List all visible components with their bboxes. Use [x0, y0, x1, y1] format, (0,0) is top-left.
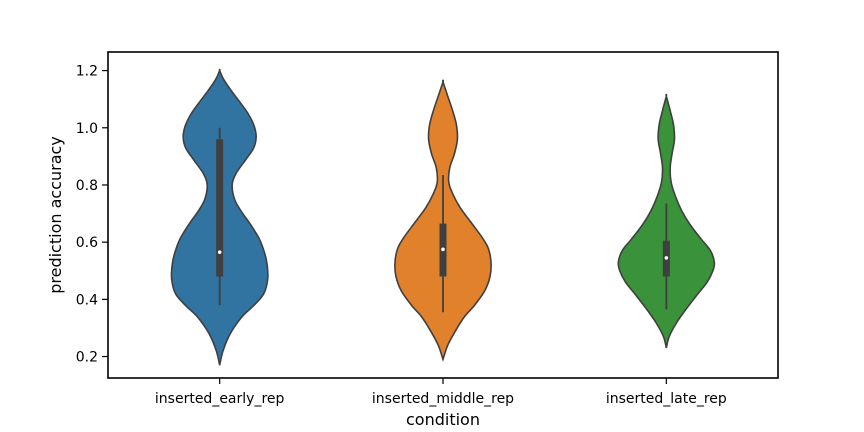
y-tick-label: 0.8 — [76, 178, 98, 194]
iqr-box — [216, 139, 224, 277]
y-tick-label: 0.2 — [76, 350, 98, 366]
y-axis: 0.2 0.4 0.6 0.8 1.0 1.2 — [76, 64, 108, 366]
y-tick-label: 1.2 — [76, 64, 98, 80]
median-point — [217, 250, 222, 254]
y-axis-label: prediction accuracy — [46, 136, 65, 294]
median-point — [664, 256, 669, 260]
violins-group — [170, 68, 716, 366]
x-tick-label: inserted_middle_rep — [372, 391, 514, 407]
y-tick-label: 0.4 — [76, 292, 98, 308]
x-axis: inserted_early_rep inserted_middle_rep ins… — [155, 378, 727, 407]
x-tick-label: inserted_early_rep — [155, 391, 285, 407]
plot-frame — [107, 51, 779, 379]
y-tick-label: 0.6 — [76, 235, 98, 251]
y-tick-label: 1.0 — [76, 121, 98, 137]
x-tick-label: inserted_late_rep — [606, 391, 727, 407]
x-axis-label: condition — [406, 410, 480, 429]
median-point — [441, 247, 445, 252]
